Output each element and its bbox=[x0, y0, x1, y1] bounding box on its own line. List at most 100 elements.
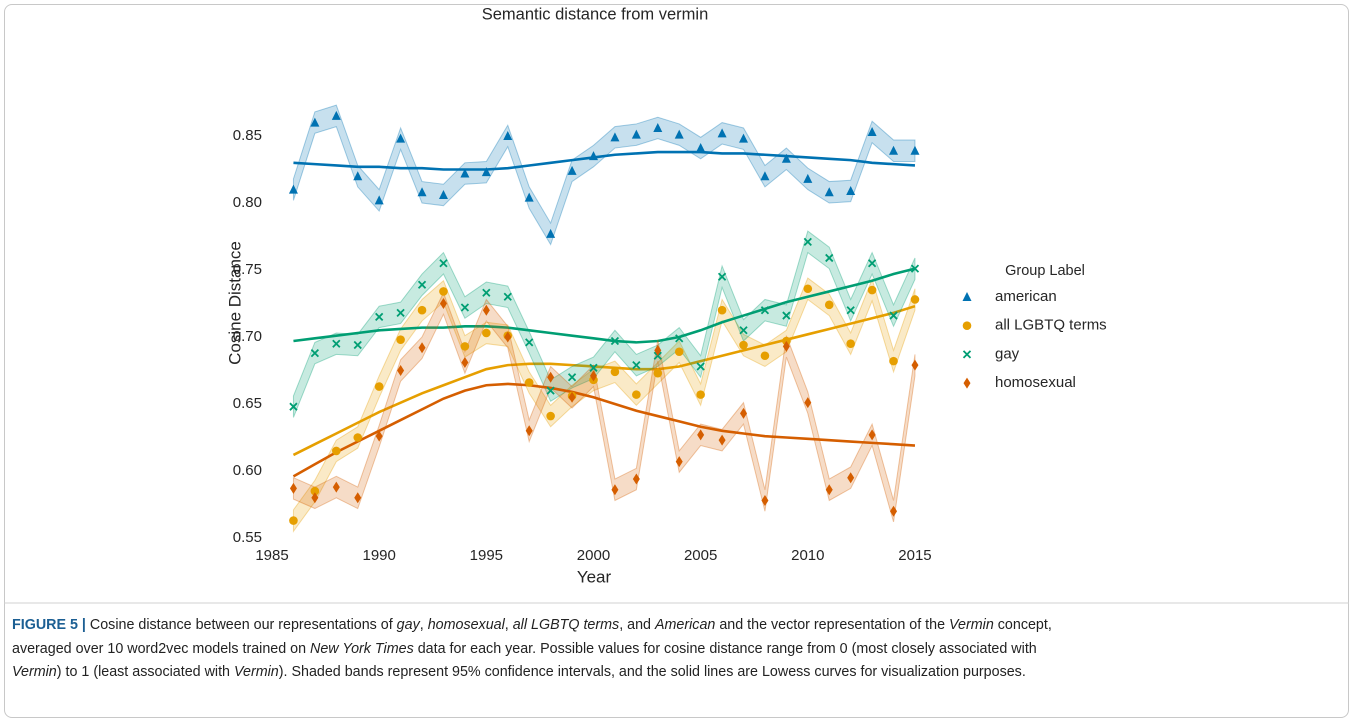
data-point bbox=[674, 129, 684, 139]
legend-label: homosexual bbox=[995, 374, 1076, 391]
confidence-band bbox=[292, 104, 916, 246]
data-point bbox=[696, 362, 705, 371]
data-point bbox=[760, 306, 770, 315]
caption-text: Vermin bbox=[949, 617, 994, 633]
data-point bbox=[589, 370, 597, 382]
x-axis-label: Year bbox=[577, 567, 612, 586]
data-point bbox=[332, 481, 340, 493]
data-point bbox=[632, 390, 641, 399]
caption-text: gay bbox=[396, 617, 420, 633]
legend-entry: american bbox=[962, 288, 1057, 305]
legend-entry: homosexual bbox=[963, 374, 1076, 391]
data-point bbox=[332, 339, 341, 348]
caption-text: FIGURE 5 | bbox=[12, 617, 86, 633]
legend-marker bbox=[963, 377, 971, 389]
data-point bbox=[353, 340, 362, 350]
data-point bbox=[525, 425, 533, 437]
series-points bbox=[289, 298, 919, 517]
data-point bbox=[889, 145, 899, 155]
figure-caption: FIGURE 5 | Cosine distance between our r… bbox=[12, 614, 1347, 685]
data-point bbox=[824, 300, 834, 310]
data-point bbox=[417, 305, 427, 315]
data-point bbox=[910, 264, 920, 273]
data-point bbox=[632, 473, 640, 485]
data-point bbox=[397, 365, 405, 376]
data-point bbox=[760, 171, 770, 181]
data-point bbox=[632, 361, 641, 370]
x-tick-label: 1985 bbox=[255, 547, 288, 564]
caption-text: concept, bbox=[993, 617, 1052, 633]
data-point bbox=[803, 237, 812, 246]
legend-label: american bbox=[995, 288, 1057, 305]
data-point bbox=[739, 326, 748, 335]
data-point bbox=[588, 151, 598, 161]
data-point bbox=[867, 285, 877, 295]
trend-line bbox=[292, 304, 916, 457]
data-point bbox=[460, 342, 470, 351]
series bbox=[292, 291, 916, 523]
caption-text: averaged over 10 word2vec models trained… bbox=[12, 640, 311, 657]
legend-marker bbox=[962, 321, 972, 331]
y-tick-label: 0.60 bbox=[233, 462, 262, 479]
series-points bbox=[288, 110, 920, 238]
data-point bbox=[375, 430, 383, 442]
data-point bbox=[353, 433, 363, 442]
data-point bbox=[824, 187, 834, 197]
data-point bbox=[782, 340, 790, 352]
data-point bbox=[310, 117, 320, 127]
series-points bbox=[289, 237, 920, 411]
y-tick-label: 0.70 bbox=[233, 328, 262, 345]
data-point bbox=[890, 505, 898, 517]
y-tick-label: 0.85 bbox=[233, 127, 262, 144]
caption-line: FIGURE 5 | Cosine distance between our r… bbox=[12, 614, 1347, 638]
data-point bbox=[525, 338, 534, 347]
x-tick-label: 2005 bbox=[684, 547, 717, 564]
legend-label: gay bbox=[995, 345, 1020, 362]
data-point bbox=[910, 295, 920, 304]
data-point bbox=[610, 132, 620, 142]
data-point bbox=[396, 133, 406, 143]
confidence-band bbox=[292, 277, 916, 533]
data-point bbox=[675, 334, 684, 343]
caption-text: ) to 1 (least associated with bbox=[56, 664, 234, 680]
data-point bbox=[503, 131, 513, 140]
data-point bbox=[717, 305, 727, 315]
data-point bbox=[803, 284, 813, 294]
data-point bbox=[825, 484, 833, 496]
x-tick-label: 1995 bbox=[470, 547, 503, 564]
data-point bbox=[439, 287, 448, 296]
data-point bbox=[867, 126, 877, 136]
data-point bbox=[910, 145, 920, 155]
data-point bbox=[846, 339, 855, 349]
data-point bbox=[354, 492, 362, 504]
caption-text: , bbox=[504, 617, 513, 633]
data-point bbox=[503, 292, 512, 301]
data-point bbox=[740, 407, 748, 419]
legend-entry: all LGBTQ terms bbox=[962, 317, 1107, 334]
data-point bbox=[396, 308, 405, 318]
trend-line bbox=[293, 150, 916, 171]
data-point bbox=[353, 171, 363, 181]
y-tick-label: 0.65 bbox=[233, 395, 262, 412]
data-point bbox=[846, 185, 856, 195]
data-point bbox=[804, 397, 812, 409]
confidence-band bbox=[292, 230, 916, 418]
caption-line: averaged over 10 word2vec models trained… bbox=[12, 638, 1347, 662]
data-point bbox=[803, 173, 813, 183]
series bbox=[292, 104, 916, 246]
data-point bbox=[417, 280, 427, 289]
data-point bbox=[739, 133, 749, 143]
x-tick-label: 2015 bbox=[898, 547, 931, 564]
chart-title: Semantic distance from vermin bbox=[482, 5, 709, 23]
data-point bbox=[761, 494, 769, 506]
data-point bbox=[310, 348, 320, 358]
data-point bbox=[825, 253, 834, 263]
data-point bbox=[289, 482, 297, 494]
data-point bbox=[889, 356, 898, 366]
data-point bbox=[439, 259, 448, 268]
data-point bbox=[675, 456, 683, 468]
data-point bbox=[718, 434, 726, 446]
caption-text: and the vector representation of the bbox=[715, 617, 950, 633]
data-point bbox=[781, 153, 791, 163]
y-tick-label: 0.80 bbox=[233, 194, 262, 211]
